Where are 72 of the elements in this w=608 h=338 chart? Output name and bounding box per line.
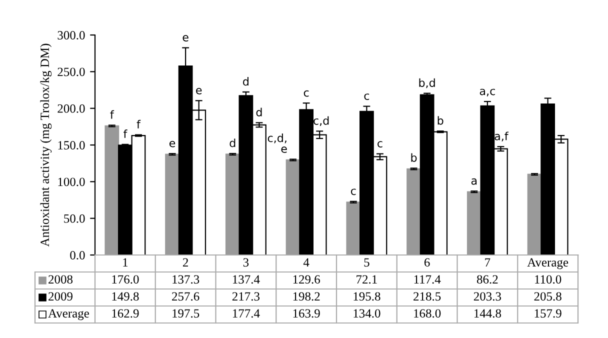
- x-tick-label: Average: [527, 258, 568, 270]
- data-label: 203.3: [474, 292, 502, 301]
- annotation: d: [256, 108, 262, 116]
- data-label: 137.4: [232, 275, 260, 284]
- data-label: 110.0: [535, 275, 562, 284]
- annotation: b: [438, 116, 444, 125]
- legend-label: Average: [48, 309, 89, 320]
- data-label: 134.0: [354, 309, 380, 318]
- annotation: b: [411, 153, 417, 162]
- data-label: 197.5: [172, 309, 200, 318]
- annotation: d: [230, 138, 236, 148]
- x-tick-label: 6: [424, 258, 430, 267]
- x-tick-label: 1: [123, 258, 128, 267]
- data-label: 205.8: [534, 292, 562, 301]
- annotation: f: [110, 110, 114, 119]
- data-label: 144.8: [474, 309, 502, 318]
- annotation: a: [471, 178, 477, 185]
- x-tick-label: 4: [303, 258, 310, 267]
- annotation: d: [243, 77, 248, 86]
- annotation: a,c: [480, 88, 495, 96]
- legend-label: 2008: [48, 275, 73, 284]
- annotation: e: [169, 140, 176, 148]
- annotation: f: [136, 120, 141, 128]
- data-label: 177.4: [232, 309, 260, 318]
- annotation: f: [123, 129, 128, 138]
- data-label: 217.3: [232, 292, 260, 301]
- annotation: b,d: [419, 78, 435, 88]
- x-tick-label: 3: [243, 258, 249, 267]
- y-axis-title: Antioxidant activity (mg Trolox/kg DM): [40, 44, 52, 247]
- annotation: e: [182, 35, 188, 42]
- y-tick-label: 100.0: [58, 178, 85, 186]
- annotation: e: [196, 88, 202, 94]
- data-label: 198.2: [293, 292, 320, 301]
- bar: [346, 202, 361, 255]
- y-tick-label: 300.0: [58, 31, 85, 40]
- data-label: 162.9: [112, 309, 139, 318]
- annotation: a,f: [494, 132, 509, 142]
- data-label: 163.9: [293, 309, 320, 318]
- data-label: 117.4: [414, 275, 441, 284]
- bar: [466, 191, 482, 255]
- data-label: 72.1: [356, 275, 377, 284]
- bar: [104, 125, 120, 255]
- y-tick-label: 200.0: [58, 104, 85, 113]
- annotation: c,d: [314, 116, 329, 126]
- y-tick-label: 0.0: [70, 251, 85, 260]
- bar: [225, 154, 240, 255]
- data-label: 157.9: [534, 309, 562, 318]
- legend-label: 2009: [48, 292, 72, 301]
- annotation: c: [304, 90, 309, 97]
- annotation: c,d, e: [268, 134, 287, 153]
- annotation: c: [364, 94, 370, 100]
- data-label: 129.6: [293, 275, 320, 284]
- x-tick-label: 2: [182, 258, 188, 267]
- x-tick-label: 5: [364, 258, 370, 267]
- data-label: 176.0: [112, 275, 139, 284]
- bar: [286, 159, 300, 255]
- bar: [165, 154, 180, 255]
- x-tick-label: 7: [485, 258, 490, 267]
- data-label: 149.8: [112, 292, 139, 301]
- bar: [527, 174, 542, 255]
- data-label: 257.6: [172, 292, 200, 301]
- annotation: c: [378, 141, 382, 148]
- data-label: 195.8: [354, 292, 380, 301]
- data-label: 218.5: [414, 292, 441, 301]
- bar: [406, 168, 421, 255]
- y-tick-label: 50.0: [64, 214, 85, 223]
- y-tick-label: 150.0: [58, 141, 85, 150]
- annotation: c: [350, 188, 356, 196]
- y-tick-label: 250.0: [58, 68, 85, 76]
- data-label: 137.3: [172, 275, 200, 284]
- data-label: 86.2: [476, 275, 498, 284]
- data-label: 168.0: [414, 309, 441, 318]
